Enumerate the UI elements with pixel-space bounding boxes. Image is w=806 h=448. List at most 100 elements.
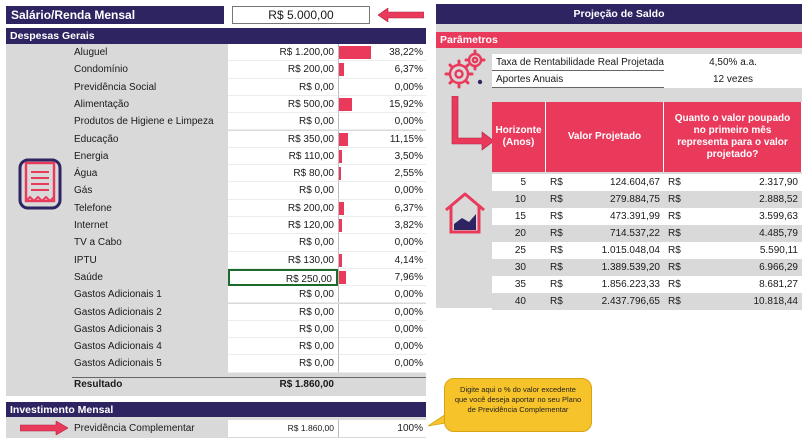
expense-name: Gás: [74, 185, 93, 197]
arrow-left-icon: [378, 8, 424, 22]
expense-row: Condomínio R$ 200,00 6,37%: [6, 61, 426, 79]
expense-pct-bar: 3,82%: [338, 217, 426, 235]
representa-value: 2.888,52: [759, 194, 798, 205]
currency-label: R$: [550, 279, 563, 290]
investimento-pct-input[interactable]: 100%: [338, 420, 426, 437]
receipt-icon: [18, 158, 62, 210]
expense-name: Energia: [74, 150, 109, 162]
expense-value-input[interactable]: R$ 200,00: [228, 199, 338, 217]
param-label: Aportes Anuais: [492, 71, 664, 88]
salary-input[interactable]: R$ 5.000,00: [232, 6, 370, 24]
result-value: R$ 1.860,00: [279, 379, 335, 390]
expense-row: Aluguel R$ 1.200,00 38,22%: [6, 44, 426, 62]
expense-pct-fill: [339, 270, 346, 284]
expense-name: Gastos Adicionais 1: [74, 289, 162, 301]
expense-value-input[interactable]: R$ 0,00: [228, 303, 338, 321]
parametros-title: Parâmetros: [436, 32, 802, 48]
expense-value-input[interactable]: R$ 1.200,00: [228, 44, 338, 62]
expense-pct-bar: 7,96%: [338, 268, 426, 287]
expense-pct-fill: [339, 63, 344, 77]
param-label: Taxa de Rentabilidade Real Projetada: [492, 54, 664, 71]
expense-pct-bar: 0,00%: [338, 338, 426, 356]
expense-pct-text: 0,00%: [394, 237, 423, 249]
salary-bar: Salário/Renda Mensal R$ 5.000,00: [6, 6, 426, 24]
expense-name: Gastos Adicionais 5: [74, 358, 162, 370]
expense-pct-bar: 4,14%: [338, 251, 426, 269]
expense-value-input[interactable]: R$ 0,00: [228, 355, 338, 373]
header-quanto-representa: Quanto o valor poupado no primeiro mês r…: [664, 102, 802, 172]
despesas-title: Despesas Gerais: [6, 28, 426, 44]
valor-projetado-value: 714.537,22: [609, 228, 660, 239]
expense-pct-text: 38,22%: [389, 47, 423, 58]
expense-pct-bar: 0,00%: [338, 303, 426, 321]
expense-pct-bar: 11,15%: [338, 130, 426, 148]
expense-value-input[interactable]: R$ 250,00: [228, 268, 338, 287]
expense-value-input[interactable]: R$ 500,00: [228, 95, 338, 114]
expense-pct-text: 0,00%: [394, 306, 423, 318]
expense-pct-fill: [339, 149, 342, 163]
l-arrow-icon: [451, 96, 495, 151]
expense-name: Gastos Adicionais 3: [74, 323, 162, 335]
representa-value: 10.818,44: [753, 296, 799, 307]
investimento-label: Previdência Complementar: [74, 423, 195, 434]
expense-pct-fill: [339, 132, 348, 146]
expense-name: Alimentação: [74, 98, 130, 110]
param-row-aportes: Aportes Anuais 12 vezes: [492, 71, 802, 88]
expense-name: Educação: [74, 133, 119, 145]
expense-pct-bar: 2,55%: [338, 165, 426, 183]
horizonte-value: 40: [514, 296, 526, 307]
expense-pct-fill: [339, 201, 344, 215]
expense-value-input[interactable]: R$ 110,00: [228, 147, 338, 166]
callout-note: Digite aqui o % do valor excedente que v…: [444, 378, 592, 432]
expense-row: Água R$ 80,00 2,55%: [6, 165, 426, 183]
expense-row: Produtos de Higiene e Limpeza R$ 0,00 0,00…: [6, 113, 426, 131]
param-value[interactable]: 12 vezes: [664, 71, 802, 88]
projecao-row: 40 R$ 2.437.796,65 R$ 10.818,44: [492, 293, 802, 310]
expense-value-input[interactable]: R$ 200,00: [228, 61, 338, 79]
currency-label: R$: [550, 194, 563, 205]
arrow-right-icon: [20, 421, 68, 435]
expense-name: Saúde: [74, 271, 103, 283]
currency-label: R$: [668, 279, 681, 290]
expense-value-input[interactable]: R$ 0,00: [228, 78, 338, 96]
expense-value-input[interactable]: R$ 0,00: [228, 113, 338, 131]
expense-row: Educação R$ 350,00 11,15%: [6, 130, 426, 148]
expense-pct-fill: [339, 97, 352, 111]
expense-value-input[interactable]: R$ 0,00: [228, 320, 338, 339]
projecao-panel: Projeção de Saldo Parâmetros Taxa de Ren…: [436, 4, 802, 310]
expense-pct-bar: 0,00%: [338, 234, 426, 252]
param-value[interactable]: 4,50% a.a.: [664, 54, 802, 71]
currency-label: R$: [668, 296, 681, 307]
expense-name: Produtos de Higiene e Limpeza: [74, 116, 214, 128]
horizonte-value: 30: [514, 262, 526, 273]
projecao-row: 25 R$ 1.015.048,04 R$ 5.590,11: [492, 242, 802, 259]
valor-projetado-value: 1.856.223,33: [601, 279, 660, 290]
currency-label: R$: [668, 228, 681, 239]
expense-value-input[interactable]: R$ 80,00: [228, 165, 338, 183]
header-valor-projetado: Valor Projetado: [546, 102, 664, 172]
horizonte-value: 15: [514, 211, 526, 222]
expense-pct-text: 0,00%: [394, 81, 423, 93]
expense-value-input[interactable]: R$ 0,00: [228, 234, 338, 252]
expense-pct-fill: [339, 46, 371, 59]
expense-name: TV a Cabo: [74, 237, 122, 249]
expense-pct-text: 0,00%: [394, 358, 423, 370]
horizonte-value: 10: [514, 194, 526, 205]
expense-value-input[interactable]: R$ 0,00: [228, 286, 338, 304]
expense-name: IPTU: [74, 254, 97, 266]
currency-label: R$: [668, 245, 681, 256]
currency-label: R$: [550, 228, 563, 239]
expense-value-input[interactable]: R$ 130,00: [228, 251, 338, 269]
expense-value-input[interactable]: R$ 0,00: [228, 182, 338, 200]
expense-row: Gastos Adicionais 5 R$ 0,00 0,00%: [6, 355, 426, 373]
currency-label: R$: [550, 296, 563, 307]
expense-value-input[interactable]: R$ 350,00: [228, 130, 338, 148]
representa-value: 5.590,11: [759, 245, 798, 256]
expense-pct-text: 0,00%: [394, 185, 423, 197]
expense-value-input[interactable]: R$ 120,00: [228, 217, 338, 235]
expense-pct-bar: 3,50%: [338, 147, 426, 166]
expense-name: Gastos Adicionais 2: [74, 306, 162, 318]
expense-row: Gás R$ 0,00 0,00%: [6, 182, 426, 200]
expense-pct-bar: 0,00%: [338, 182, 426, 200]
expense-value-input[interactable]: R$ 0,00: [228, 338, 338, 356]
